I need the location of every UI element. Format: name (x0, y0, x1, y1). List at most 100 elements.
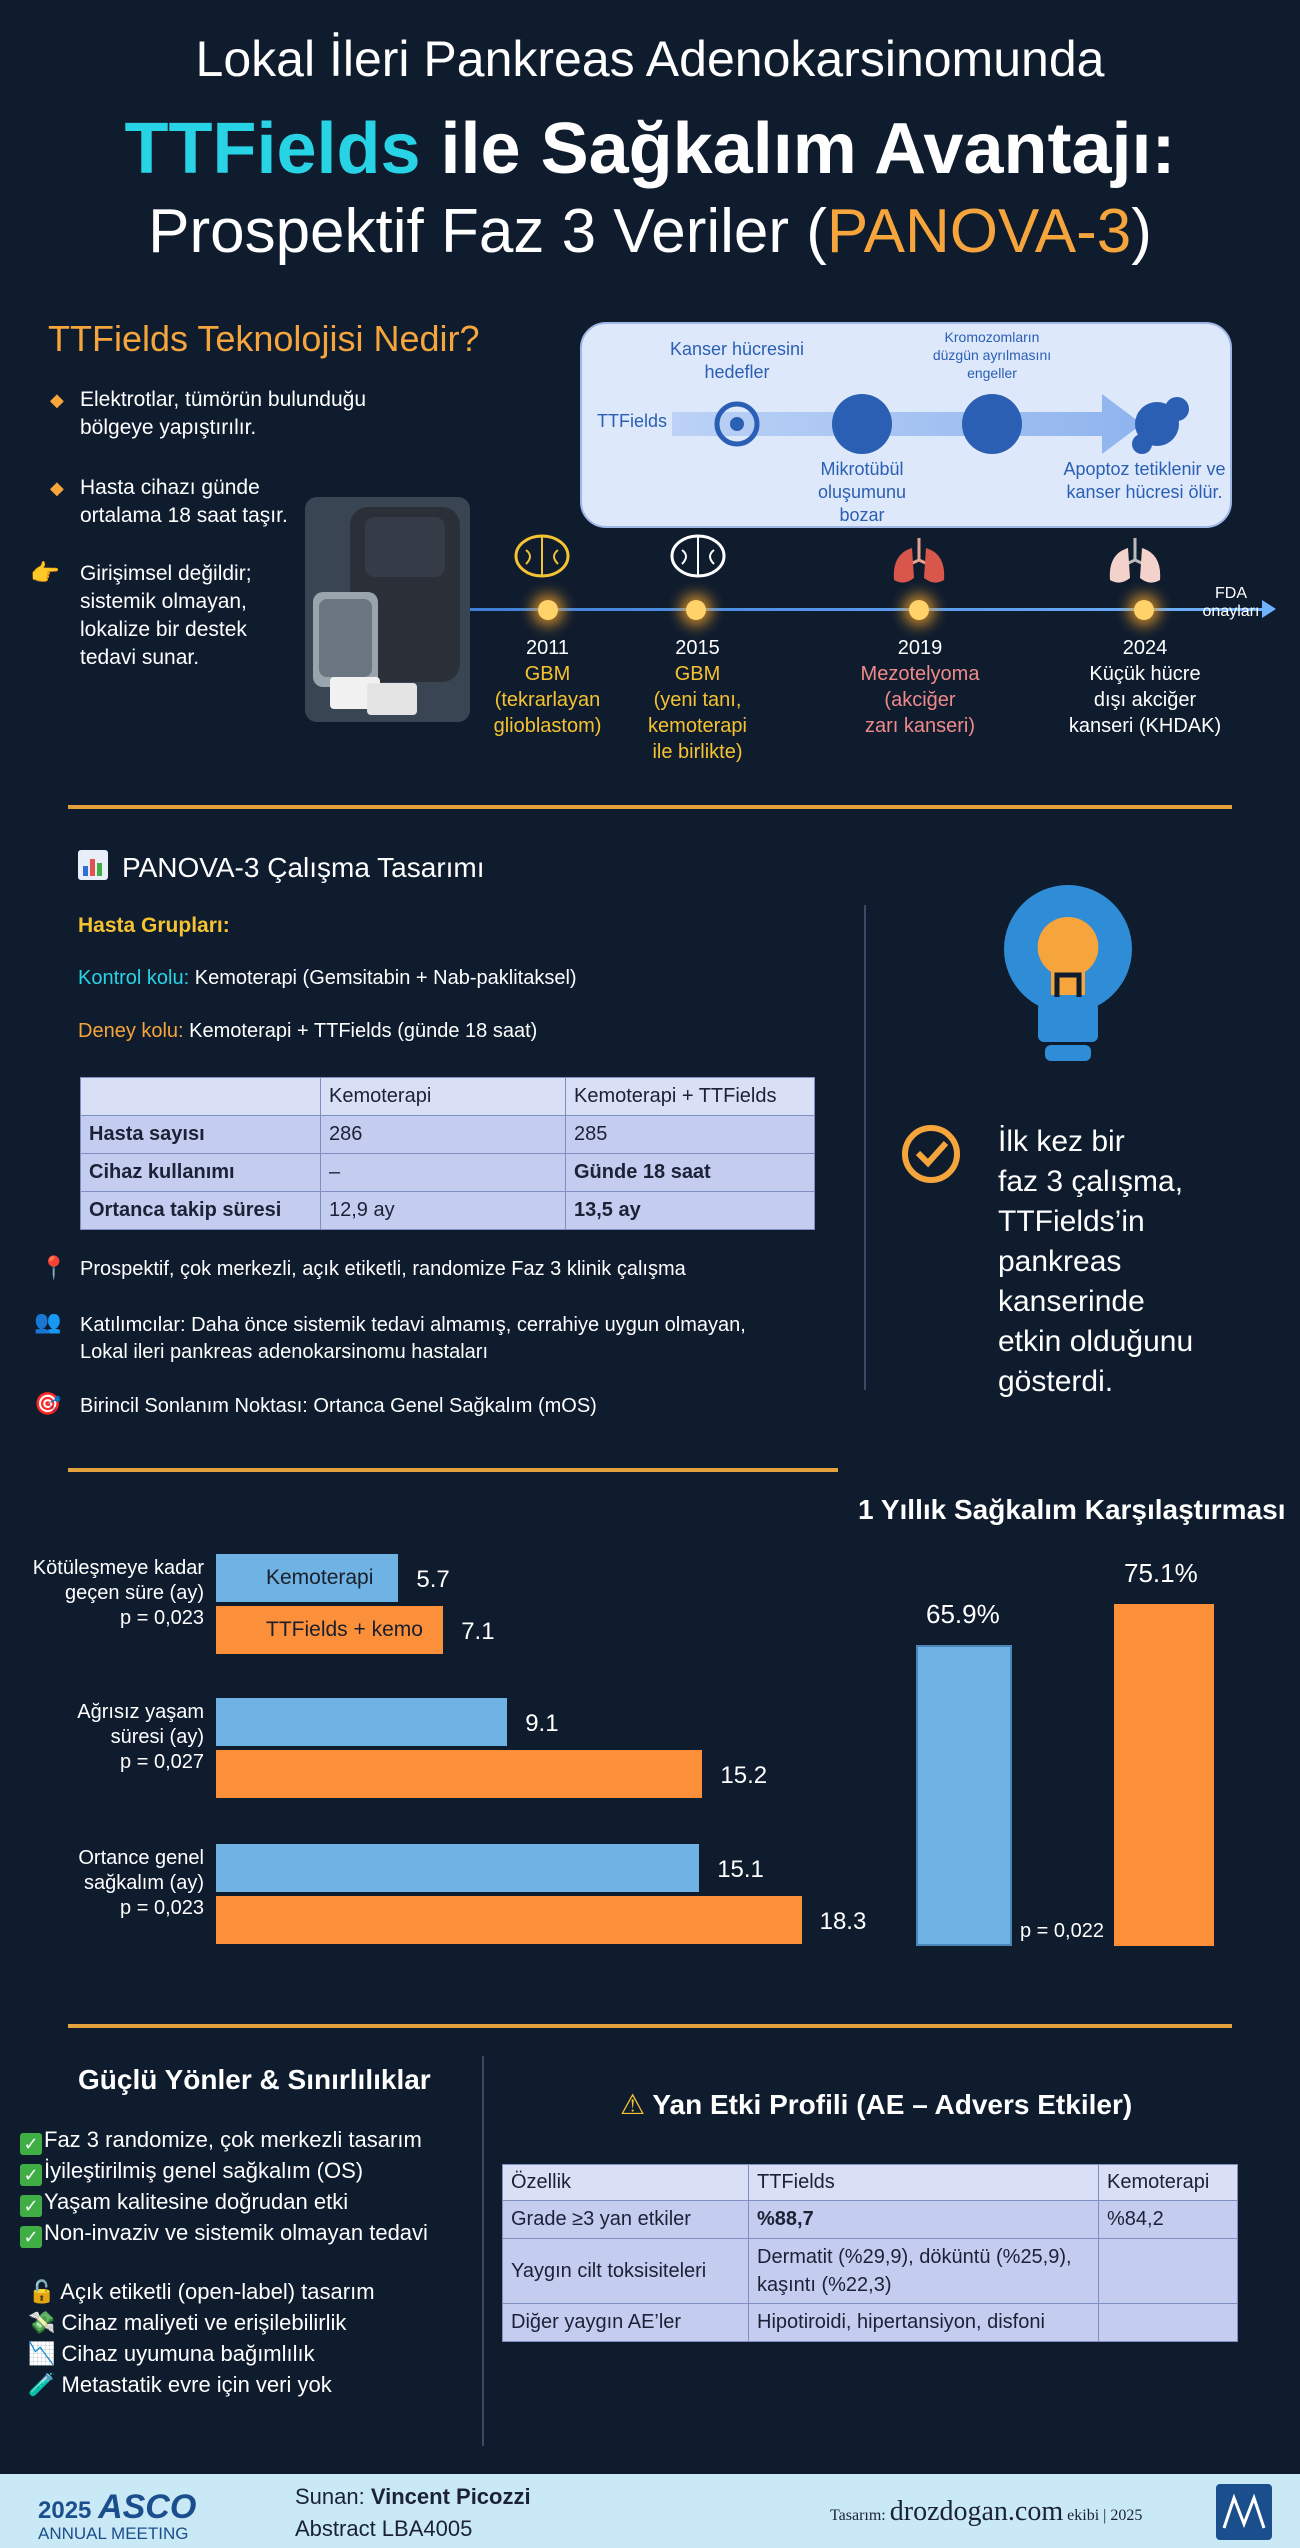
presenter-label: Sunan: (295, 2484, 371, 2509)
con-text: Metastatik evre için veri yok (61, 2372, 332, 2397)
test-tube-icon: 🧪 (28, 2372, 62, 2397)
control-arm: Kontrol kolu: Kemoterapi (Gemsitabin + N… (78, 965, 577, 992)
callout-line: etkin olduğunu (998, 1325, 1194, 1358)
callout-line: TTFields’in (998, 1205, 1145, 1238)
note-endpoint: Birincil Sonlanım Noktası: Ortanca Genel… (80, 1395, 597, 1417)
section-divider (68, 1468, 838, 1472)
pro-text: Yaşam kalitesine doğrudan etki (44, 2189, 349, 2214)
pro-text: Faz 3 randomize, çok merkezli tasarım (44, 2127, 422, 2152)
legend-label: Kemoterapi (266, 1566, 374, 1589)
table-cell: 285 (565, 1115, 815, 1154)
timeline-item-2019: 2019 Mezotelyoma (akciğer zarı kanseri) (830, 635, 1010, 739)
tech-bullet-3: 👉 Girişimsel değildir; sistemik olmayan, … (30, 560, 280, 672)
timeline-year: 2024 (1122, 637, 1168, 659)
timeline-year: 2015 (675, 637, 720, 659)
tech-title: TTFields Teknolojisi Nedir? (48, 318, 480, 359)
note-participants-2: Lokal ileri pankreas adenokarsinomu hast… (80, 1341, 489, 1363)
tech-bullet-text: Hasta cihazı günde ortalama 18 saat taşı… (80, 476, 288, 527)
table-cell: Cihaz kullanımı (80, 1153, 321, 1192)
list-item: ✓ İyileştirilmiş genel sağkalım (OS) (20, 2155, 428, 2186)
timeline-item-2011: 2011 GBM (tekrarlayan glioblastom) (470, 635, 625, 739)
lungs-icon (893, 538, 945, 583)
fda-label: FDA onayları (1202, 585, 1260, 620)
check-circle-icon (902, 1125, 960, 1183)
abstract-id: Abstract LBA4005 (295, 2516, 473, 2541)
diamond-icon: ◆ (50, 390, 64, 410)
pvalue-label: p = 0,022 (1020, 1920, 1104, 1942)
timeline-item-2024: 2024 Küçük hücre dışı akciğer kanseri (K… (1050, 635, 1240, 739)
timeline-desc: kanseri (KHDAK) (1068, 715, 1222, 737)
table-cell: Hasta sayısı (80, 1115, 321, 1154)
pointing-hand-icon: 👉 (30, 560, 60, 587)
strengths-title: Güçlü Yönler & Sınırlılıklar (78, 2064, 431, 2095)
timeline-year: 2019 (897, 637, 943, 659)
ae-title: ⚠ Yan Etki Profili (AE – Advers Etkiler) (620, 2088, 1132, 2121)
timeline-arrow-icon (1262, 600, 1276, 618)
list-item: ✓ Yaşam kalitesine doğrudan etki (20, 2186, 428, 2217)
table-row: Ortanca takip süresi 12,9 ay 13,5 ay (80, 1191, 815, 1230)
note-study-type: Prospektif, çok merkezli, açık etiketli,… (80, 1258, 686, 1280)
list-item: 📉 Cihaz uyumuna bağımlılık (28, 2338, 375, 2369)
timeline-desc: dışı akciğer (1093, 689, 1197, 711)
tech-bullet-2: ◆ Hasta cihazı günde ortalama 18 saat taş… (50, 474, 330, 530)
header-line3-prefix: Prospektif Faz 3 Veriler ( (148, 197, 827, 266)
table-row: Diğer yaygın AE’ler Hipotiroidi, hiperta… (502, 2303, 1238, 2342)
timeline-desc: kemoterapi (648, 715, 747, 737)
lock-icon: 🔓 (28, 2279, 61, 2304)
control-arm-label: Kontrol kolu: (78, 967, 190, 989)
mech-ttfields-label: TTFields (596, 411, 667, 431)
table-cell (1098, 2238, 1238, 2304)
bar (1114, 1603, 1214, 1946)
check-icon: ✓ (20, 2133, 42, 2155)
survival-chart-title: 1 Yıllık Sağkalım Karşılaştırması (858, 1494, 1286, 1525)
pros-list: ✓ Faz 3 randomize, çok merkezli tasarım ✓… (20, 2124, 428, 2248)
timeline-desc: (tekrarlayan (494, 689, 601, 711)
warning-icon: ⚠ (620, 2089, 646, 2120)
cons-list: 🔓 Açık etiketli (open-label) tasarım 💸 C… (28, 2276, 375, 2400)
table-row: Kemoterapi Kemoterapi + TTFields (80, 1077, 815, 1116)
presenter: Sunan: Vincent Picozzi (295, 2484, 531, 2510)
pin-icon: 📍 (40, 1255, 68, 1280)
bar-chart-icon (78, 850, 108, 880)
table-header: Özellik (502, 2164, 749, 2201)
check-icon: ✓ (20, 2226, 42, 2248)
con-text: Cihaz uyumuna bağımlılık (61, 2341, 315, 2366)
metric-label: Ortance genel sağkalım (ay) p = 0,023 (78, 1847, 204, 1919)
device-image (305, 497, 470, 722)
bar (216, 1554, 399, 1602)
chart-down-icon: 📉 (28, 2341, 62, 2366)
list-item: ✓ Non-invaziv ve sistemik olmayan tedavi (20, 2217, 428, 2248)
lightbulb-icon (1004, 885, 1132, 1061)
timeline-item-2015: 2015 GBM (yeni tanı, kemoterapi ile birl… (625, 635, 770, 765)
logo-icon (1216, 2484, 1272, 2540)
credit-site[interactable]: drozdogan.com (889, 2496, 1064, 2527)
backpack-device-icon (313, 507, 460, 715)
tech-bullet-text: Girişimsel değildir; sistemik olmayan, l… (80, 562, 252, 669)
table-row: Hasta sayısı 286 285 (80, 1115, 815, 1154)
list-item: 💸 Cihaz maliyeti ve erişilebilirlik (28, 2307, 375, 2338)
data-label: 15.2 (720, 1762, 768, 1789)
lungs-icon (1109, 538, 1161, 583)
asco-logo: ASCO (98, 2488, 197, 2526)
ae-table: Özellik TTFields Kemoterapi Grade ≥3 yan… (502, 2164, 1238, 2342)
table-cell: Yaygın cilt toksisiteleri (502, 2238, 749, 2304)
table-row: Yaygın cilt toksisiteleri Dermatit (%29,… (502, 2238, 1238, 2304)
header-line2: TTFields ile Sağkalım Avantajı: (0, 108, 1300, 190)
data-label: 75.1% (1124, 1557, 1198, 1588)
control-arm-text: Kemoterapi (Gemsitabin + Nab-paklitaksel… (189, 967, 577, 989)
mech-step1: Kanser hücresini hedefler (669, 339, 805, 382)
mech-step3: Kromozomların düzgün ayrılmasını engelle… (932, 329, 1052, 381)
list-item: 🧪 Metastatik evre için veri yok (28, 2369, 375, 2400)
data-label: 65.9% (926, 1599, 1000, 1630)
callout-line: faz 3 çalışma, (998, 1165, 1184, 1198)
data-label: 5.7 (416, 1566, 450, 1593)
experimental-arm: Deney kolu: Kemoterapi + TTFields (günde… (78, 1018, 537, 1045)
brain-icon (670, 534, 726, 578)
callout-line: gösterdi. (998, 1365, 1114, 1398)
table-header: Kemoterapi (320, 1077, 566, 1116)
credit-label: Tasarım: (830, 2507, 890, 2524)
callout-line: İlk kez bir (998, 1125, 1125, 1158)
target-icon: 🎯 (34, 1391, 62, 1416)
header-line3: Prospektif Faz 3 Veriler (PANOVA-3) (0, 196, 1300, 267)
design-title: PANOVA-3 Çalışma Tasarımı (122, 852, 485, 883)
